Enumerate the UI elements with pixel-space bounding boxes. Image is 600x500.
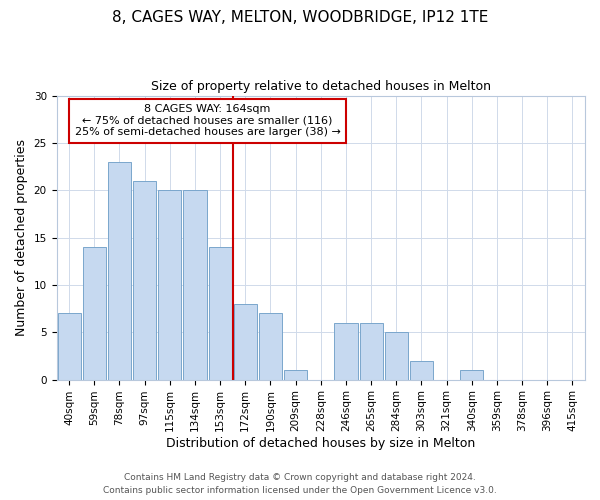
- Bar: [359, 323, 383, 380]
- Bar: [284, 370, 307, 380]
- X-axis label: Distribution of detached houses by size in Melton: Distribution of detached houses by size …: [166, 437, 475, 450]
- Text: Contains HM Land Registry data © Crown copyright and database right 2024.
Contai: Contains HM Land Registry data © Crown c…: [103, 474, 497, 495]
- Bar: [184, 190, 206, 380]
- Bar: [460, 370, 484, 380]
- Y-axis label: Number of detached properties: Number of detached properties: [15, 139, 28, 336]
- Bar: [158, 190, 181, 380]
- Bar: [108, 162, 131, 380]
- Bar: [209, 247, 232, 380]
- Bar: [58, 314, 80, 380]
- Bar: [259, 314, 282, 380]
- Text: 8, CAGES WAY, MELTON, WOODBRIDGE, IP12 1TE: 8, CAGES WAY, MELTON, WOODBRIDGE, IP12 1…: [112, 10, 488, 25]
- Bar: [410, 360, 433, 380]
- Title: Size of property relative to detached houses in Melton: Size of property relative to detached ho…: [151, 80, 491, 93]
- Bar: [334, 323, 358, 380]
- Text: 8 CAGES WAY: 164sqm
← 75% of detached houses are smaller (116)
25% of semi-detac: 8 CAGES WAY: 164sqm ← 75% of detached ho…: [74, 104, 340, 138]
- Bar: [385, 332, 408, 380]
- Bar: [133, 181, 156, 380]
- Bar: [233, 304, 257, 380]
- Bar: [83, 247, 106, 380]
